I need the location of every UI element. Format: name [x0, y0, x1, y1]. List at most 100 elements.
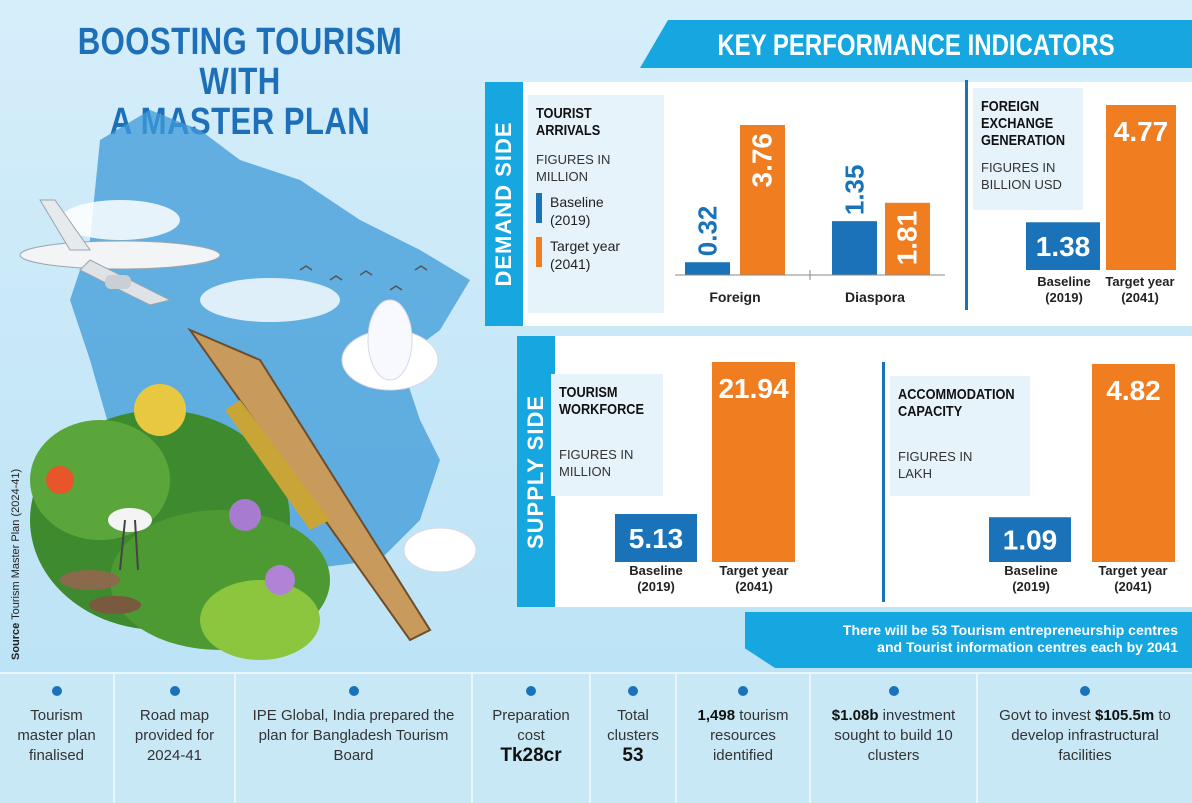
fact-bold: 1,498 [697, 707, 736, 724]
demand-side-label: DEMAND SIDE [485, 82, 523, 326]
forex-title: FOREIGN EXCHANGE GENERATION [981, 98, 1066, 149]
footnote-line-2: and Tourist information centres each by … [877, 639, 1178, 655]
demand-side-text: DEMAND SIDE [491, 121, 516, 287]
facts-strip: Tourism master plan finalised Road map p… [0, 672, 1192, 803]
category-label-foreign: Foreign [709, 289, 760, 305]
fact-item: IPE Global, India prepared the plan for … [236, 674, 473, 803]
forex-chart: 1.38 4.77 Baseline (2019) Target year (20… [1026, 105, 1176, 305]
category-label-baseline-year: (2019) [1045, 290, 1083, 305]
bar-target-diaspora-value-label: 1.81 [892, 211, 923, 265]
cloud [200, 278, 340, 322]
fact-text: Road map provided for 2024-41 [134, 707, 215, 764]
supply-side-label: SUPPLY SIDE [517, 336, 555, 607]
divider-line [965, 80, 968, 310]
fact-text: Tourism master plan finalised [17, 707, 96, 764]
legend-target-label: Target year (2041) [550, 238, 621, 272]
egret-icon [108, 508, 152, 571]
bar-baseline [615, 514, 697, 562]
category-label-target: Target year [719, 563, 788, 578]
source-label: Source [10, 622, 22, 660]
bullet-dot-icon [1080, 686, 1090, 696]
tourist-arrivals-bars: 0.32 3.76 1.35 1.81 [685, 125, 930, 275]
workforce-bars: 5.13 21.94 [615, 362, 795, 562]
source-credit: Source Tourism Master Plan (2024-41) [10, 469, 22, 660]
workforce-subtitle: FIGURES IN MILLION [559, 447, 634, 479]
bullet-dot-icon [51, 686, 62, 696]
footnote-banner: There will be 53 Tourism entrepreneurshi… [745, 612, 1192, 668]
fact-text: tourism resources identified [710, 707, 789, 764]
accommodation-chart: 1.09 4.82 Baseline (2019) Target year (20… [989, 364, 1175, 594]
source-text: Tourism Master Plan (2024-41) [10, 468, 22, 620]
tourist-arrivals-label-box: TOURIST ARRIVALS FIGURES IN MILLION Base… [528, 95, 664, 313]
fact-bold: $1.08b [831, 707, 879, 724]
fact-text: Preparation cost [492, 707, 570, 744]
category-label-target-year: (2041) [1114, 579, 1152, 594]
fact-text: IPE Global, India prepared the plan for … [252, 707, 455, 764]
fact-item: Tourism master plan finalised [0, 674, 115, 803]
forex-subtitle: FIGURES IN BILLION USD [981, 160, 1062, 192]
legend-baseline-label: Baseline (2019) [550, 194, 604, 228]
category-label-baseline-year: (2019) [1012, 579, 1050, 594]
bar-target-value-label: 4.77 [1114, 116, 1169, 147]
accommodation-label-box: ACCOMMODATION CAPACITY FIGURES IN LAKH [890, 376, 1030, 496]
category-label-baseline: Baseline [1004, 563, 1057, 578]
accommodation-title: ACCOMMODATION CAPACITY [898, 386, 1015, 420]
category-label-baseline: Baseline [629, 563, 682, 578]
divider-line [882, 362, 885, 602]
fact-item: Road map provided for 2024-41 [115, 674, 236, 803]
page-title: BOOSTING TOURISM WITH A MASTER PLAN [76, 22, 404, 142]
tourist-arrivals-title: TOURIST ARRIVALS [536, 105, 601, 139]
workforce-label-box: TOURISM WORKFORCE FIGURES IN MILLION [551, 374, 663, 496]
category-label-baseline: Baseline [1037, 274, 1090, 289]
fact-item: $1.08b investment sought to build 10 clu… [811, 674, 978, 803]
bar-baseline-foreign-value-label: 0.32 [693, 206, 723, 257]
bar-baseline [1026, 222, 1100, 270]
category-label-diaspora: Diaspora [845, 289, 905, 305]
kpi-banner: KEY PERFORMANCE INDICATORS [640, 20, 1192, 68]
bullet-dot-icon [169, 686, 180, 696]
bar-baseline-value-label: 5.13 [629, 523, 684, 554]
fact-text: investment sought to build 10 clusters [834, 707, 956, 764]
bullet-dot-icon [526, 686, 536, 696]
fact-text: Total clusters [607, 707, 659, 744]
tourism-illustration [19, 110, 477, 660]
legend-baseline: Baseline (2019) [536, 193, 656, 229]
flowers-icon [46, 384, 295, 595]
workforce-chart: 5.13 21.94 Baseline (2019) Target year (2… [615, 362, 795, 594]
legend-target: Target year (2041) [536, 237, 656, 273]
ducks-icon [60, 570, 141, 614]
category-label-target-year: (2041) [735, 579, 773, 594]
forex-label-box: FOREIGN EXCHANGE GENERATION FIGURES IN B… [973, 88, 1083, 210]
tourist-arrivals-subtitle: FIGURES IN MILLION [536, 152, 611, 184]
legend-baseline-swatch [536, 193, 542, 223]
bar-target-foreign [740, 125, 785, 275]
fact-highlight: 53 [622, 745, 644, 766]
footnote-line-1: There will be 53 Tourism entrepreneurshi… [842, 622, 1178, 638]
fact-bold: $105.5m [1094, 707, 1155, 724]
bullet-dot-icon [348, 686, 359, 696]
bar-baseline-diaspora [832, 221, 877, 275]
bar-baseline [989, 517, 1071, 562]
kpi-title: KEY PERFORMANCE INDICATORS [717, 29, 1115, 62]
lotus-flower-icon [341, 299, 477, 573]
bar-baseline-diaspora-value-label: 1.35 [840, 165, 870, 216]
accommodation-subtitle: FIGURES IN LAKH [898, 449, 973, 481]
cloud [60, 200, 180, 240]
bullet-dot-icon [738, 686, 748, 696]
fact-text: to develop infrastructural facilities [1011, 707, 1171, 764]
tourist-arrivals-chart: 0.32 3.76 1.35 1.81 Foreign Diaspora [675, 125, 945, 305]
accommodation-bars: 1.09 4.82 [989, 364, 1175, 562]
bar-target-foreign-value-label: 3.76 [747, 133, 778, 188]
fact-item: 1,498 tourism resources identified [677, 674, 811, 803]
bar-baseline-foreign [685, 262, 730, 275]
fact-text: Govt to invest [999, 707, 1095, 724]
birds-icon [299, 265, 428, 291]
fact-item: Total clusters 53 [591, 674, 677, 803]
fact-item: Govt to invest $105.5m to develop infras… [978, 674, 1192, 803]
bullet-dot-icon [888, 686, 899, 696]
title-line-1: BOOSTING TOURISM WITH [77, 21, 403, 103]
boat-icon [187, 327, 432, 642]
bar-target [712, 362, 795, 562]
airplane-icon [19, 199, 221, 306]
bar-target [1106, 105, 1176, 270]
